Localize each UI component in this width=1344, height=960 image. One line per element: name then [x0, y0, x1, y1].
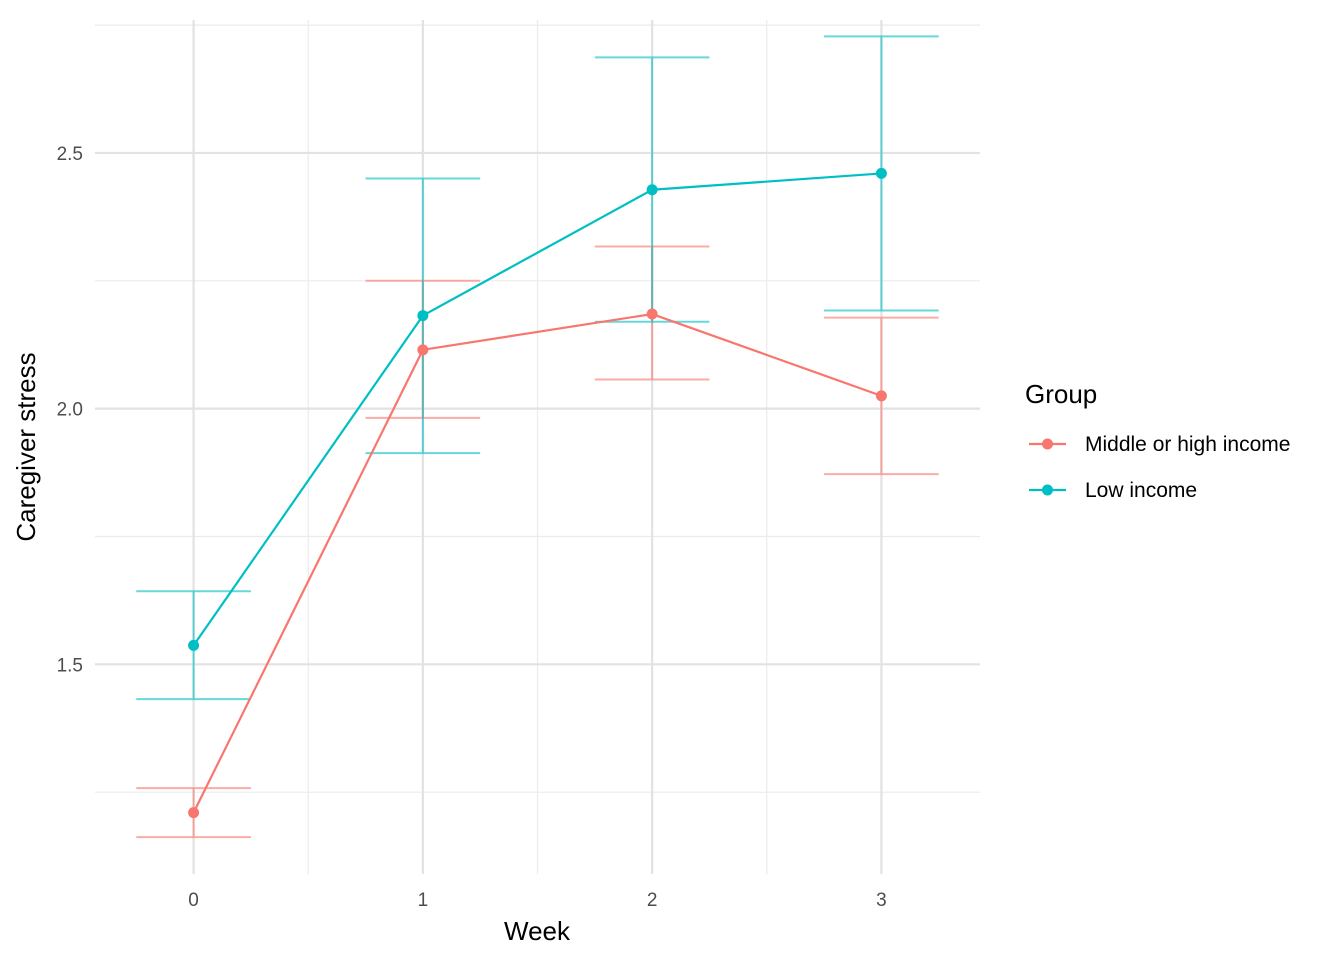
data-point — [875, 167, 887, 179]
y-axis-tick-labels: 1.5 2.0 2.5 — [57, 144, 83, 676]
series-line-0 — [192, 312, 882, 814]
legend-label: Middle or high income — [1085, 433, 1290, 456]
legend: Group Middle or high income Low income — [1025, 379, 1290, 502]
series-line-1 — [192, 172, 882, 647]
legend-title: Group — [1025, 379, 1097, 409]
x-axis-title: Week — [504, 916, 571, 946]
legend-label: Low income — [1085, 479, 1197, 502]
data-point — [417, 344, 429, 356]
legend-item: Middle or high income — [1029, 433, 1290, 456]
legend-key-point — [1042, 484, 1053, 496]
data-point — [188, 807, 200, 819]
x-axis-tick-labels: 0 1 2 3 — [188, 890, 886, 911]
data-points — [188, 167, 887, 819]
y-tick-label: 2.5 — [57, 144, 83, 165]
data-point — [875, 390, 887, 402]
legend-items: Middle or high income Low income — [1029, 433, 1290, 502]
y-tick-label: 2.0 — [57, 400, 83, 421]
data-point — [188, 639, 200, 651]
x-tick-label: 2 — [647, 890, 658, 911]
x-tick-label: 3 — [876, 890, 887, 911]
x-tick-label: 1 — [418, 890, 429, 911]
legend-item: Low income — [1029, 479, 1197, 502]
legend-key-point — [1042, 438, 1053, 450]
data-point — [646, 184, 658, 196]
y-axis-title: Caregiver stress — [11, 352, 41, 541]
data-point — [646, 308, 658, 320]
data-point — [417, 310, 429, 322]
y-tick-label: 1.5 — [57, 655, 83, 676]
series-lines — [192, 172, 882, 814]
x-tick-label: 0 — [188, 890, 199, 911]
